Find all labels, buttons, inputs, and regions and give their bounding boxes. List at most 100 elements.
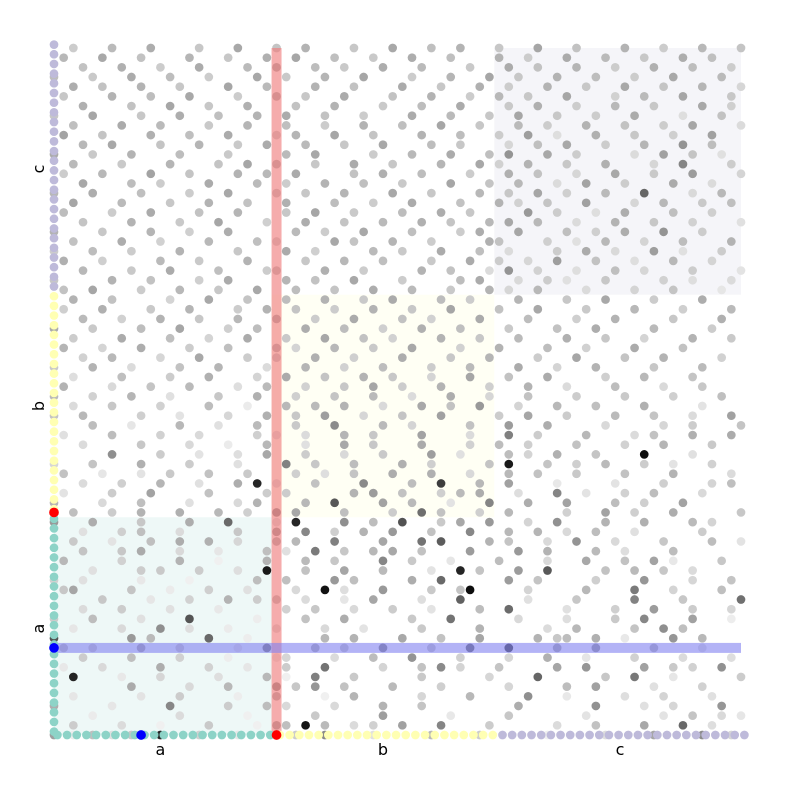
y-axis-node [49,311,59,320]
matrix-cell [707,130,717,140]
matrix-cell [214,672,223,682]
matrix-cell [359,527,368,537]
matrix-cell [726,614,736,624]
matrix-cell [485,111,494,121]
matrix-cell [514,488,523,498]
matrix-cell [659,711,668,721]
matrix-cell [59,92,69,101]
matrix-cell [630,624,639,633]
matrix-cell [291,53,301,63]
matrix-cell [543,556,552,566]
matrix-cell [368,653,378,662]
matrix-cell [339,256,349,266]
matrix-cell [581,556,591,566]
matrix-cell [562,159,572,169]
y-tick-label: b [29,401,48,411]
matrix-cell [407,72,417,82]
matrix-cell [339,430,349,440]
matrix-cell [552,633,562,643]
matrix-cell [475,401,485,411]
matrix-cell [717,711,727,721]
matrix-cell [378,140,388,150]
matrix-cell [591,130,601,140]
matrix-cell [668,256,678,266]
matrix-cell [397,411,407,421]
matrix-cell [262,304,272,314]
matrix-cell [485,672,494,682]
matrix-cell [436,411,446,421]
x-axis-node [178,730,188,740]
matrix-cell [339,517,349,527]
x-tick-label: a [156,740,166,759]
matrix-cell [117,121,127,130]
matrix-cell [185,459,194,469]
y-axis-node [49,427,59,437]
matrix-cell [252,372,262,382]
matrix-cell [485,72,494,82]
matrix-cell [562,604,572,614]
matrix-cell [581,82,591,92]
matrix-cell [165,72,175,82]
matrix-cell [630,527,639,537]
matrix-cell [156,179,165,188]
matrix-cell [543,121,552,130]
matrix-cell [339,217,349,227]
matrix-cell [417,440,427,450]
matrix-cell [485,720,494,730]
matrix-cell [620,691,630,701]
matrix-cell [194,314,204,324]
matrix-cell [523,92,533,101]
matrix-cell [707,324,717,333]
matrix-cell [243,333,252,343]
matrix-cell [736,508,746,517]
matrix-cell [514,275,523,285]
matrix-cell [107,401,117,411]
matrix-cell [456,450,465,459]
matrix-cell [446,614,456,624]
matrix-cell [601,672,610,682]
matrix-cell [68,720,78,730]
matrix-cell [504,246,514,256]
matrix-cell [310,711,320,721]
matrix-cell [349,488,359,498]
matrix-cell [523,53,533,63]
matrix-cell [436,382,446,392]
matrix-cell [504,82,514,92]
matrix-cell [523,256,533,266]
matrix-cell [697,527,707,537]
matrix-cell [59,488,69,498]
x-axis-node [459,730,469,740]
matrix-cell [436,488,446,498]
matrix-cell [456,198,465,208]
matrix-cell [639,614,649,624]
matrix-cell [475,624,485,633]
matrix-cell [330,556,339,566]
matrix-cell [320,372,330,382]
matrix-cell [688,188,697,198]
matrix-cell [156,624,165,633]
matrix-cell [310,246,320,256]
matrix-cell [610,169,620,179]
matrix-cell [378,217,388,227]
matrix-cell [252,179,262,188]
matrix-cell [668,633,678,643]
matrix-cell [543,566,552,575]
matrix-cell [485,179,494,188]
matrix-cell [204,179,214,188]
x-axis-node [198,730,207,740]
matrix-cell [620,391,630,401]
matrix-cell [88,150,98,159]
matrix-cell [136,566,146,575]
matrix-cell [639,517,649,527]
matrix-cell [262,82,272,92]
matrix-cell [630,72,639,82]
y-axis-node [49,707,59,717]
matrix-cell [417,691,427,701]
matrix-cell [668,72,678,82]
matrix-cell [436,720,446,730]
matrix-cell [88,391,98,401]
matrix-cell [726,604,736,614]
matrix-cell [659,382,668,392]
matrix-cell [494,440,504,450]
matrix-cell [610,498,620,508]
